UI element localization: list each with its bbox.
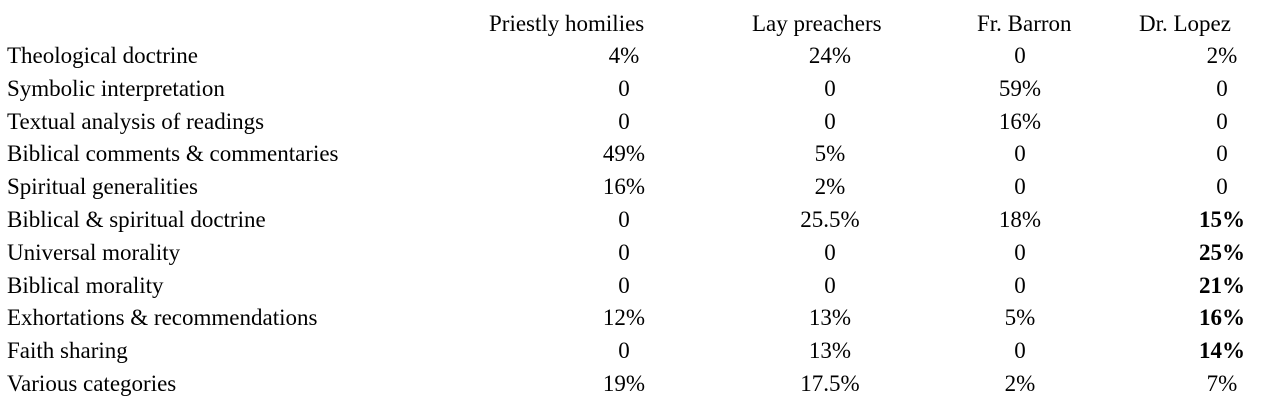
table-cell: 0 bbox=[1014, 174, 1026, 200]
table-cell: 16% bbox=[602, 174, 646, 200]
table-cell: 0 bbox=[824, 108, 836, 134]
column-header-lay-preachers: Lay preachers bbox=[752, 11, 882, 36]
column-header-fr-barron: Fr. Barron bbox=[977, 11, 1072, 36]
table-row: Biblical comments & commentaries 49% 5% 0 0 bbox=[0, 138, 1281, 170]
table-cell: 0 bbox=[1216, 75, 1228, 101]
table-row: Exhortations & recommendations 12% 13% 5% 16… bbox=[0, 302, 1281, 334]
table-cell: 0 bbox=[618, 75, 630, 101]
table-cell: 16% bbox=[998, 108, 1042, 134]
column-header-dr-lopez: Dr. Lopez bbox=[1139, 11, 1231, 36]
table-cell: 25% bbox=[1199, 239, 1245, 265]
row-label: Biblical comments & commentaries bbox=[7, 141, 339, 167]
table-cell: 49% bbox=[602, 141, 646, 167]
table-cell: 4% bbox=[608, 43, 640, 68]
table-cell: 0 bbox=[1014, 239, 1026, 265]
row-label: Symbolic interpretation bbox=[7, 75, 225, 101]
table-cell: 2% bbox=[814, 174, 846, 200]
table-cell: 24% bbox=[808, 43, 852, 68]
table-cell: 16% bbox=[1199, 305, 1245, 331]
table-cell: 18% bbox=[998, 207, 1042, 232]
table-cell: 0 bbox=[824, 272, 836, 298]
table-row: Biblical & spiritual doctrine 0 25.5% 18% 15… bbox=[0, 204, 1281, 236]
table-cell: 19% bbox=[602, 371, 646, 396]
table-cell: 0 bbox=[618, 108, 630, 134]
table-cell: 5% bbox=[814, 141, 846, 167]
table-cell: 0 bbox=[824, 239, 836, 265]
table-row: Universal morality 0 0 0 25% bbox=[0, 237, 1281, 269]
table-cell: 0 bbox=[618, 239, 630, 265]
table-cell: 2% bbox=[1206, 43, 1238, 68]
table-cell: 0 bbox=[1216, 141, 1228, 167]
row-label: Textual analysis of readings bbox=[7, 108, 265, 134]
table-cell: 0 bbox=[1014, 272, 1026, 298]
row-label: Faith sharing bbox=[7, 338, 128, 364]
table-cell: 12% bbox=[602, 305, 646, 331]
table-cell: 17.5% bbox=[800, 371, 860, 396]
table-cell: 2% bbox=[1004, 371, 1036, 396]
table-row: Spiritual generalities 16% 2% 0 0 bbox=[0, 171, 1281, 203]
table-cell: 0 bbox=[1216, 108, 1228, 134]
table-cell: 13% bbox=[808, 338, 852, 364]
table-cell: 5% bbox=[1004, 305, 1036, 331]
table-row: Biblical morality 0 0 0 21% bbox=[0, 270, 1281, 302]
table-cell: 25.5% bbox=[800, 207, 860, 232]
table-cell: 15% bbox=[1199, 207, 1245, 232]
table-row: Faith sharing 0 13% 0 14% bbox=[0, 335, 1281, 367]
table-cell: 59% bbox=[998, 75, 1042, 101]
table-cell: 0 bbox=[1014, 338, 1026, 364]
row-label: Biblical morality bbox=[7, 272, 164, 298]
table-row: Symbolic interpretation 0 0 59% 0 bbox=[0, 73, 1281, 105]
table-cell: 0 bbox=[618, 338, 630, 364]
table-row: Various categories 19% 17.5% 2% 7% bbox=[0, 368, 1281, 400]
table-cell: 0 bbox=[1014, 141, 1026, 167]
column-header-priestly-homilies: Priestly homilies bbox=[489, 11, 645, 36]
table-cell: 0 bbox=[618, 272, 630, 298]
row-label: Exhortations & recommendations bbox=[7, 305, 318, 331]
table-cell: 7% bbox=[1206, 371, 1238, 396]
table-cell: 0 bbox=[1216, 174, 1228, 200]
table-cell: 0 bbox=[1014, 43, 1026, 68]
table-row: Textual analysis of readings 0 0 16% 0 bbox=[0, 106, 1281, 138]
table-header-row: Priestly homilies Lay preachers Fr. Barr… bbox=[0, 8, 1281, 40]
table-cell: 13% bbox=[808, 305, 852, 331]
row-label: Spiritual generalities bbox=[7, 174, 198, 200]
table-cell: 0 bbox=[618, 207, 630, 232]
table-row: Theological doctrine 4% 24% 0 2% bbox=[0, 40, 1281, 72]
row-label: Universal morality bbox=[7, 239, 181, 265]
row-label: Various categories bbox=[7, 371, 177, 396]
table-cell: 0 bbox=[824, 75, 836, 101]
table-cell: 21% bbox=[1199, 272, 1245, 298]
row-label: Biblical & spiritual doctrine bbox=[7, 207, 266, 232]
table-cell: 14% bbox=[1199, 338, 1245, 364]
row-label: Theological doctrine bbox=[7, 43, 198, 68]
